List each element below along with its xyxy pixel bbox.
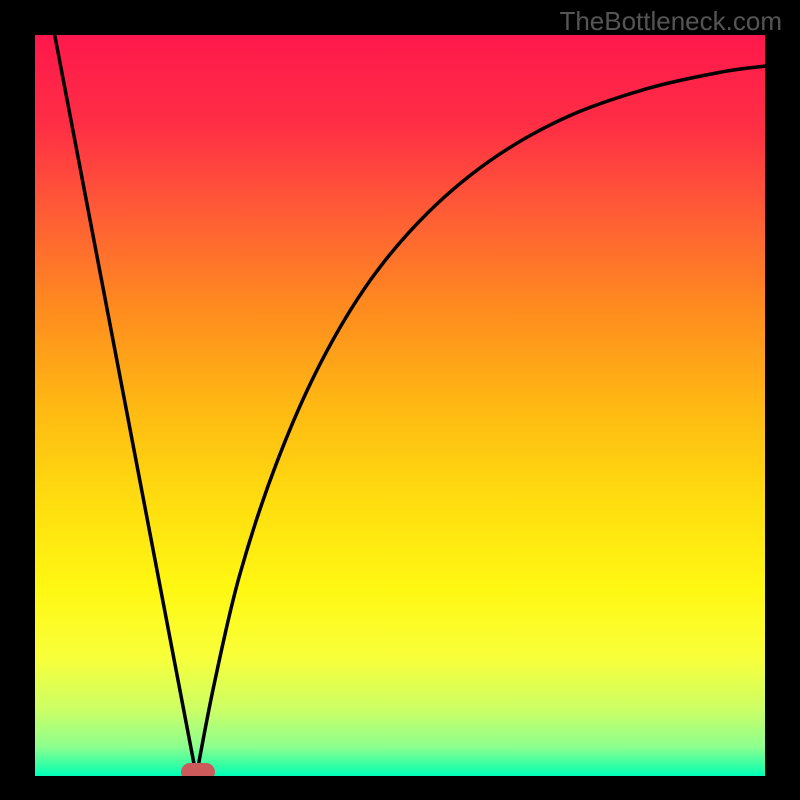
- attribution-label: TheBottleneck.com: [559, 6, 782, 37]
- border-right: [765, 0, 800, 800]
- border-left: [0, 0, 35, 800]
- bottleneck-curve: [35, 35, 765, 776]
- chart-frame: TheBottleneck.com: [0, 0, 800, 800]
- border-bottom: [0, 776, 800, 800]
